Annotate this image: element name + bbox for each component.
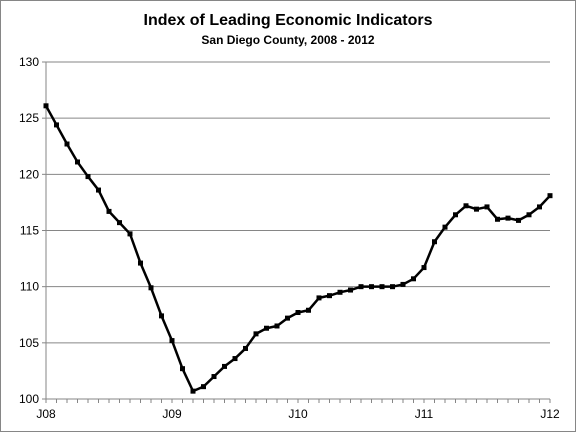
data-point — [306, 307, 311, 313]
series-line — [44, 105, 551, 393]
x-tick-labels: J08 J09 J10 J11 J12 — [36, 407, 560, 421]
data-point — [85, 174, 91, 180]
x-tick-label: J12 — [540, 407, 560, 421]
x-tick-label: J11 — [415, 407, 434, 421]
data-point — [369, 284, 374, 290]
data-point — [411, 276, 416, 282]
data-point — [253, 331, 259, 337]
x-tick-label: J10 — [288, 407, 308, 421]
data-point — [316, 295, 322, 301]
gridlines — [46, 61, 550, 344]
data-point — [64, 141, 70, 147]
data-point — [180, 366, 185, 372]
data-point — [495, 216, 500, 222]
data-point — [222, 363, 227, 369]
data-point — [285, 315, 290, 321]
y-tick-labels: 100 105 110 115 120 125 130 — [19, 55, 39, 406]
data-point — [484, 204, 490, 210]
y-tick-label: 115 — [20, 224, 39, 238]
x-tick-label: J08 — [36, 407, 56, 421]
data-point — [274, 323, 280, 329]
data-point — [75, 159, 80, 165]
data-point — [379, 284, 385, 290]
y-tick-label: 130 — [19, 55, 39, 69]
data-point — [400, 281, 406, 287]
data-point — [148, 285, 154, 291]
data-point — [190, 388, 196, 394]
data-point — [43, 103, 49, 109]
data-point — [127, 231, 133, 237]
data-point — [526, 212, 532, 218]
y-tick-label: 110 — [20, 280, 39, 294]
data-point — [169, 338, 175, 344]
data-point — [159, 313, 164, 319]
chart-title: Index of Leading Economic Indicators — [144, 12, 433, 29]
y-tick-label: 105 — [19, 336, 39, 350]
data-point — [106, 208, 112, 214]
data-point — [390, 284, 395, 290]
data-point — [537, 204, 542, 210]
data-point — [117, 220, 122, 226]
data-point — [327, 293, 332, 299]
data-point — [211, 374, 217, 380]
data-point — [421, 265, 427, 271]
data-point — [201, 384, 206, 390]
axes — [42, 61, 551, 403]
data-point — [432, 239, 437, 245]
data-point — [453, 212, 458, 218]
data-point — [547, 193, 553, 199]
series-group — [43, 103, 553, 394]
chart-subtitle: San Diego County, 2008 - 2012 — [201, 33, 374, 47]
y-tick-label: 100 — [19, 392, 39, 406]
x-tick-label: J09 — [162, 407, 182, 421]
data-point — [463, 203, 469, 209]
data-point — [243, 345, 248, 351]
data-point — [474, 206, 479, 212]
data-point — [505, 215, 511, 221]
data-point — [54, 122, 59, 128]
data-point — [337, 289, 343, 295]
y-tick-label: 125 — [19, 111, 39, 125]
data-point — [264, 325, 269, 331]
data-point — [96, 187, 101, 193]
data-point — [138, 260, 143, 266]
data-point — [232, 356, 238, 362]
data-point — [348, 287, 353, 293]
data-point — [516, 217, 521, 223]
data-point — [295, 310, 301, 316]
data-point — [442, 224, 448, 230]
data-point — [358, 284, 364, 290]
y-tick-label: 120 — [19, 167, 39, 181]
